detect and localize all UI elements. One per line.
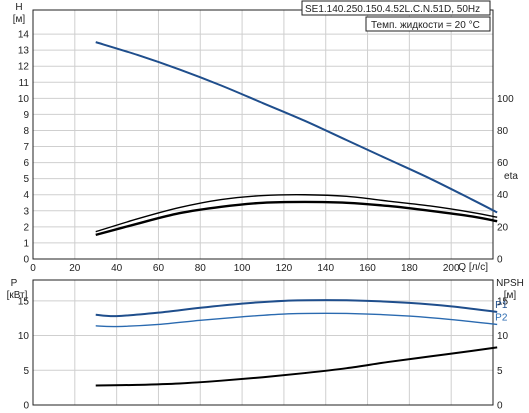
x-tick-5: 100 xyxy=(234,263,251,274)
top-y-tick-7: 7 xyxy=(23,142,29,153)
bottom-ylabel-unit: [кВт] xyxy=(7,290,28,301)
top-y-tick-3: 3 xyxy=(23,206,29,217)
chart-annotation: Темп. жидкости = 20 °C xyxy=(371,20,480,31)
efficiency-curve-upper xyxy=(95,193,498,233)
top-y2-tick-0: 0 xyxy=(497,255,503,266)
top-ylabel-unit: [м] xyxy=(13,14,26,25)
top-y-tick-6: 6 xyxy=(23,158,29,169)
top-chart-grid xyxy=(32,10,493,260)
bottom-chart-series xyxy=(95,299,498,387)
title-box xyxy=(301,0,491,16)
top-y-tick-1: 1 xyxy=(23,238,29,249)
top-y2-tick-1: 20 xyxy=(497,222,509,233)
top-y-tick-5: 5 xyxy=(23,174,29,185)
top-y2-tick-2: 40 xyxy=(497,190,509,201)
x-tick-1: 20 xyxy=(69,263,81,274)
x-tick-2: 40 xyxy=(111,263,123,274)
top-y-tick-12: 12 xyxy=(18,62,30,73)
bottom-y2-tick-0: 0 xyxy=(497,401,503,412)
top-y-tick-14: 14 xyxy=(18,30,30,41)
bottom-ylabel-symbol: P xyxy=(11,278,18,289)
top-y-tick-13: 13 xyxy=(18,46,30,57)
top-y-tick-0: 0 xyxy=(23,255,29,266)
x-tick-6: 120 xyxy=(276,263,293,274)
bottom-chart-frame xyxy=(32,279,494,406)
x-tick-10: 200 xyxy=(443,263,460,274)
bottom-y2-tick-labels: 0 5 10 15 xyxy=(497,296,509,411)
x-tick-3: 60 xyxy=(153,263,165,274)
bottom-y-tick-labels: 0 5 10 15 xyxy=(18,296,30,411)
power-p2-curve xyxy=(95,312,498,328)
top-y-tick-9: 9 xyxy=(23,110,29,121)
bottom-y2-tick-1: 5 xyxy=(497,366,503,377)
x-tick-7: 140 xyxy=(317,263,334,274)
bottom-y2label-symbol: NPSH xyxy=(496,278,524,289)
chart-title: SE1.140.250.150.4.52L.C.N.51D, 50Hz xyxy=(305,4,480,15)
top-y-tick-4: 4 xyxy=(23,190,29,201)
x-tick-4: 80 xyxy=(195,263,207,274)
power-p1-curve xyxy=(95,299,498,318)
annotation-box xyxy=(365,16,491,32)
x-axis-label: Q [л/с] xyxy=(458,262,488,273)
power-p2-curve-label: P2 xyxy=(495,312,508,323)
head-curve xyxy=(95,41,498,214)
top-y2-tick-labels: 0 20 40 60 80 100 xyxy=(497,94,514,266)
x-tick-9: 180 xyxy=(401,263,418,274)
bottom-y-tick-3: 15 xyxy=(18,296,30,307)
top-y2label: eta xyxy=(504,171,518,182)
bottom-y2-tick-2: 10 xyxy=(497,331,509,342)
top-chart-frame xyxy=(32,9,494,260)
bottom-y-tick-1: 5 xyxy=(23,366,29,377)
top-y-tick-8: 8 xyxy=(23,126,29,137)
top-y2-tick-4: 80 xyxy=(497,126,509,137)
top-y-tick-11: 11 xyxy=(19,78,30,89)
power-p1-curve-label: P1 xyxy=(495,300,508,311)
x-tick-8: 160 xyxy=(359,263,376,274)
bottom-y-tick-0: 0 xyxy=(23,401,29,412)
npsh-curve xyxy=(95,346,498,387)
top-chart-series xyxy=(95,41,498,237)
efficiency-curve-lower xyxy=(95,200,498,237)
top-y-tick-2: 2 xyxy=(23,222,29,233)
top-y2-tick-3: 60 xyxy=(497,158,509,169)
top-x-tick-labels: 0 20 40 60 80 100 120 140 160 180 200 xyxy=(30,263,460,274)
top-y-tick-10: 10 xyxy=(18,94,30,105)
top-ylabel-symbol: H xyxy=(15,2,22,13)
x-tick-0: 0 xyxy=(30,263,36,274)
bottom-y2-tick-3: 15 xyxy=(497,296,509,307)
top-y2-tick-5: 100 xyxy=(497,94,514,105)
bottom-y-tick-2: 10 xyxy=(18,331,30,342)
bottom-y2label-unit: [м] xyxy=(504,290,517,301)
